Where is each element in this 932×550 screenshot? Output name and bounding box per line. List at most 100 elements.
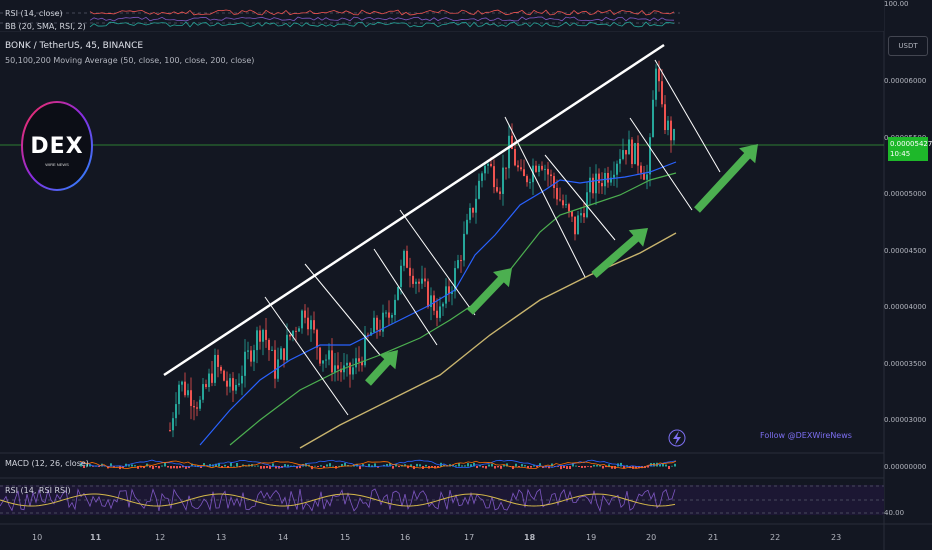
candle-body (187, 390, 189, 396)
candle-body (541, 165, 543, 170)
candle-body (196, 407, 198, 409)
candle-body (655, 68, 657, 100)
candle-body (526, 176, 528, 183)
candle-body (646, 174, 648, 180)
candle-body (562, 200, 564, 206)
macd-bar (551, 463, 553, 467)
candle-body (616, 163, 618, 175)
candle-body (664, 104, 666, 131)
macd-bar (200, 466, 202, 468)
candle-body (316, 329, 318, 348)
candle-body (268, 339, 270, 351)
candle-body (256, 330, 258, 351)
macd-bar (155, 466, 157, 468)
macd-bar (215, 463, 217, 467)
macd-bar (593, 464, 595, 467)
candle-body (190, 390, 192, 406)
candle-body (388, 312, 390, 318)
macd-bar (419, 464, 421, 467)
channel-line (544, 154, 616, 241)
channel-line (373, 248, 438, 346)
macd-bar (398, 466, 400, 468)
macd-bar (371, 465, 373, 467)
macd-bar (512, 466, 514, 470)
macd-bar (128, 465, 130, 467)
macd-label[interactable]: MACD (12, 26, close) (5, 459, 89, 468)
currency-button[interactable]: USDT (888, 36, 928, 56)
macd-bar (497, 466, 499, 468)
macd-bar (539, 463, 541, 467)
time-axis-label: 15 (340, 533, 351, 542)
candle-body (493, 166, 495, 188)
candle-body (415, 281, 417, 284)
macd-bar (482, 466, 484, 468)
macd-bar (458, 463, 460, 467)
candle-body (601, 183, 603, 187)
macd-bar (113, 466, 115, 468)
rsi-band (0, 485, 884, 515)
macd-bar (464, 465, 466, 467)
candle-body (553, 176, 555, 188)
candle-body (307, 317, 309, 330)
candle-body (295, 330, 297, 332)
macd-bar (572, 462, 574, 467)
macd-bar (491, 463, 493, 467)
candle-body (583, 213, 585, 218)
candle-body (511, 135, 513, 149)
candle-body (652, 99, 654, 138)
candle-body (325, 359, 327, 361)
candle-body (481, 173, 483, 181)
candle-body (337, 365, 339, 369)
rsi-label[interactable]: RSI (14, RSI RSI) (5, 486, 71, 495)
macd-bar (296, 466, 298, 469)
candle-body (622, 150, 624, 159)
symbol-title[interactable]: BONK / TetherUS, 45, BINANCE (5, 41, 144, 51)
top-rsi-label: RSI (14, close) (5, 9, 63, 18)
candle-body (466, 219, 468, 234)
candle-body (202, 384, 204, 400)
candle-body (451, 291, 453, 295)
candle-body (514, 148, 516, 166)
macd-bar (257, 465, 259, 467)
macd-bar (599, 464, 601, 467)
candle-body (292, 330, 294, 337)
candle-body (379, 329, 381, 332)
macd-bar (287, 464, 289, 467)
candle-body (226, 380, 228, 387)
ma-indicator-label[interactable]: 50,100,200 Moving Average (50, close, 10… (5, 56, 255, 65)
macd-bar (410, 464, 412, 467)
time-axis-label: 11 (90, 533, 102, 542)
trend-arrow (591, 228, 648, 279)
candle-body (265, 329, 267, 340)
macd-bar (179, 466, 181, 469)
candle-body (454, 268, 456, 292)
macd-bar (209, 464, 211, 467)
macd-bar (476, 466, 478, 469)
macd-bar (164, 462, 166, 467)
macd-bar (587, 466, 589, 467)
candle-body (574, 216, 576, 235)
macd-bar (461, 465, 463, 467)
macd-bar (173, 466, 175, 469)
candle-body (586, 192, 588, 218)
top-indicator-bg (0, 0, 884, 31)
candle-body (478, 180, 480, 199)
candle-body (487, 163, 489, 166)
candle-body (211, 373, 213, 383)
macd-bar (197, 465, 199, 467)
candle-body (436, 310, 438, 318)
macd-bar (578, 466, 580, 467)
top-indicator-line (89, 21, 675, 28)
candle-body (547, 168, 549, 175)
macd-bar (530, 466, 532, 468)
logo-subtitle: WIRE NEWS (45, 162, 69, 167)
macd-signal-line (79, 460, 677, 470)
candle-body (634, 143, 636, 165)
macd-bar (224, 464, 226, 467)
candle-body (568, 204, 570, 212)
macd-bar (584, 466, 586, 468)
candle-body (508, 135, 510, 169)
candle-body (619, 158, 621, 164)
